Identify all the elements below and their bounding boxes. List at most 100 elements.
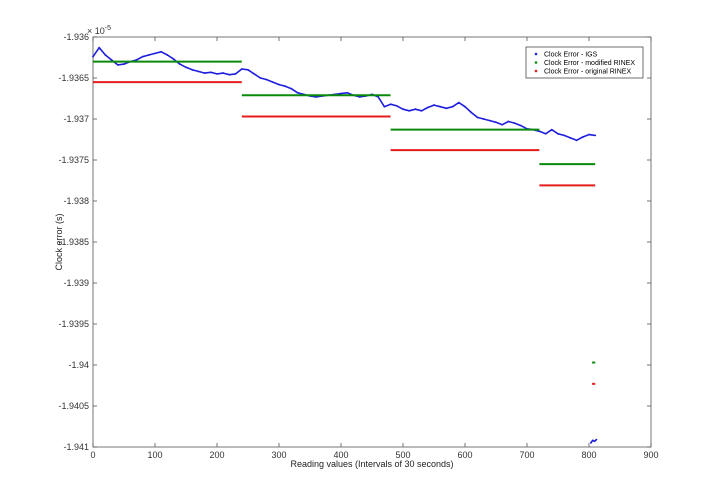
data-point: [172, 58, 175, 61]
data-point: [203, 72, 206, 74]
data-point: [488, 119, 491, 122]
data-point: [389, 103, 392, 106]
data-point: [507, 120, 510, 123]
y-tick-label: -1.94: [68, 360, 89, 370]
data-point: [595, 438, 598, 441]
data-point: [550, 128, 553, 131]
x-tick-label: 800: [581, 450, 596, 460]
data-point: [197, 70, 200, 73]
data-point: [588, 133, 590, 136]
data-point: [178, 63, 181, 65]
y-tick-label: -1.9365: [58, 73, 89, 83]
data-point: [513, 122, 516, 124]
data-point: [92, 55, 94, 58]
data-point: [464, 105, 466, 108]
y-tick-label: -1.9375: [58, 155, 89, 165]
data-point: [538, 130, 541, 133]
data-point: [135, 59, 138, 61]
y-exponent-power: -5: [105, 25, 111, 32]
data-point: [209, 71, 212, 74]
data-point: [216, 73, 218, 75]
y-tick-label: -1.9405: [58, 401, 89, 411]
data-point: [123, 63, 125, 65]
legend-marker: [534, 52, 538, 56]
y-tick-label: -1.936: [63, 32, 89, 42]
data-point: [340, 92, 342, 95]
data-point: [482, 118, 485, 120]
data-point: [581, 136, 584, 138]
data-point: [185, 66, 187, 69]
plot-axes: [92, 36, 652, 448]
legend-entry: Clock Error - original RINEX: [544, 69, 631, 76]
data-point: [439, 105, 442, 108]
legend-marker: [534, 61, 538, 64]
data-point: [240, 68, 243, 70]
data-point: [222, 72, 225, 74]
y-tick-label: -1.9385: [58, 237, 89, 247]
data-point: [408, 109, 411, 112]
data-point: [234, 73, 237, 75]
y-tick-label: -1.938: [63, 196, 89, 206]
data-point: [470, 111, 473, 114]
data-point: [395, 104, 398, 107]
data-point: [445, 107, 448, 110]
data-point: [544, 132, 547, 135]
y-tick-label: -1.939: [63, 278, 89, 288]
data-point: [271, 81, 274, 83]
x-tick-label: 900: [643, 450, 658, 460]
data-point: [278, 83, 280, 86]
data-point: [575, 139, 578, 142]
y-tick-label: -1.937: [63, 114, 89, 124]
data-point: [253, 73, 256, 75]
legend-marker: [534, 69, 538, 73]
data-point: [519, 124, 522, 127]
data-point: [383, 105, 386, 108]
data-point: [191, 68, 194, 71]
data-point: [591, 439, 594, 442]
data-point: [315, 95, 318, 98]
data-point: [476, 116, 479, 119]
data-point: [569, 136, 572, 139]
data-point: [166, 54, 169, 56]
data-point: [451, 105, 454, 108]
data-point: [98, 46, 101, 49]
data-point: [594, 134, 597, 137]
x-tick-label: 100: [147, 450, 162, 460]
x-tick-label: 500: [395, 450, 410, 460]
data-point: [501, 123, 504, 126]
data-point: [457, 101, 460, 104]
data-point: [358, 95, 361, 98]
y-axis-label: Clock error (s): [54, 213, 64, 270]
data-point: [433, 104, 435, 106]
y-exponent-base: × 10: [87, 26, 105, 36]
legend-entry: Clock Error - IGS: [544, 52, 598, 59]
data-point: [110, 59, 113, 61]
plot-frame: [92, 36, 652, 448]
legend-box: [525, 46, 644, 79]
x-axis-label: Reading values (Intervals of 30 seconds): [290, 459, 453, 469]
legend-entry: Clock Error - modified RINEX: [544, 60, 635, 67]
data-point: [557, 132, 559, 135]
data-point: [563, 134, 566, 137]
x-tick-label: 200: [209, 450, 224, 460]
data-point: [154, 52, 156, 55]
data-point: [147, 54, 150, 56]
data-point: [402, 108, 404, 111]
data-point: [346, 91, 349, 94]
data-point: [160, 50, 163, 53]
data-point: [259, 77, 262, 79]
data-point: [589, 442, 592, 444]
data-point: [377, 95, 380, 98]
x-tick-label: 700: [519, 450, 534, 460]
x-tick-label: 400: [333, 450, 348, 460]
data-point: [284, 85, 287, 88]
data-point: [265, 78, 268, 81]
plot-series: [92, 46, 598, 444]
data-point: [420, 109, 423, 112]
tick-labels: 0 100 200 300 400 500 600 700 800 900 -1.936 -1.936…: [58, 32, 658, 460]
x-tick-label: 0: [90, 450, 95, 460]
data-point: [414, 108, 417, 111]
data-point: [141, 55, 144, 58]
y-tick-label: -1.9395: [58, 319, 89, 329]
